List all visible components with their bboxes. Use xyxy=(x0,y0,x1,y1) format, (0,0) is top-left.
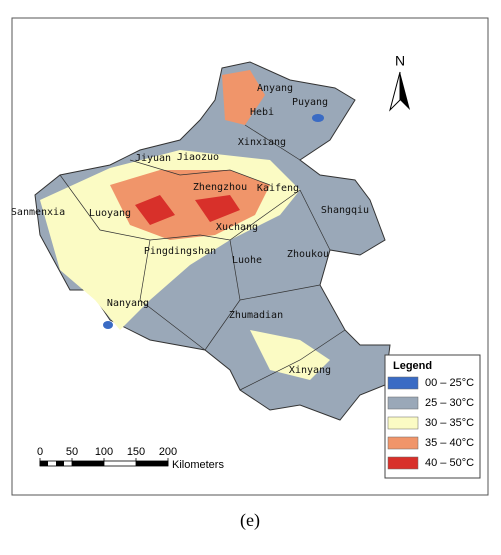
legend-swatch xyxy=(387,456,419,470)
city-label: Hebi xyxy=(250,107,274,118)
legend: Legend 00 – 25°C 25 – 30°C 30 – 35°C 35 – 4… xyxy=(384,354,481,479)
legend-label: 25 – 30°C xyxy=(425,397,474,409)
scale-segment xyxy=(40,461,48,466)
legend-swatch xyxy=(387,376,419,390)
scale-segment xyxy=(72,461,104,466)
scale-tick-label: 100 xyxy=(95,446,113,458)
scale-tick-label: 50 xyxy=(66,446,78,458)
legend-label: 35 – 40°C xyxy=(425,437,474,449)
legend-title: Legend xyxy=(393,360,432,372)
north-label: N xyxy=(395,53,405,69)
city-label: Zhumadian xyxy=(229,310,283,321)
caption: (e) xyxy=(240,510,260,531)
city-label: Shangqiu xyxy=(321,205,369,216)
scale-segment xyxy=(56,461,64,466)
north-arrow: N xyxy=(389,53,410,112)
city-label: Xinxiang xyxy=(238,137,286,148)
scale-bar: Kilometers 0 50 100 150 200 xyxy=(37,446,225,471)
city-label: Luoyang xyxy=(89,208,131,219)
city-label: Kaifeng xyxy=(257,183,299,194)
scale-unit: Kilometers xyxy=(172,459,224,471)
cool-area xyxy=(103,321,113,329)
city-label: Jiyuan xyxy=(135,153,171,164)
city-labels: Anyang Puyang Hebi Xinxiang Jiyuan Jiaozuo Zhe… xyxy=(11,83,369,376)
scale-tick-label: 0 xyxy=(37,446,43,458)
legend-items: 00 – 25°C 25 – 30°C 30 – 35°C 35 – 40°C 40 –… xyxy=(387,376,474,470)
city-label: Xinyang xyxy=(289,365,331,376)
very-hot-area xyxy=(135,195,175,225)
legend-swatch xyxy=(387,416,419,430)
city-label: Puyang xyxy=(292,97,328,108)
legend-swatch xyxy=(387,396,419,410)
hot-area xyxy=(222,70,265,125)
city-label: Jiaozuo xyxy=(177,152,219,163)
city-label: Luohe xyxy=(232,255,262,266)
city-label: Pingdingshan xyxy=(144,246,216,257)
city-label: Sanmenxia xyxy=(11,207,65,218)
legend-label: 40 – 50°C xyxy=(425,457,474,469)
legend-swatch xyxy=(387,436,419,450)
legend-label: 30 – 35°C xyxy=(425,417,474,429)
scale-segment xyxy=(136,461,168,466)
cool-area xyxy=(312,114,324,122)
legend-label: 00 – 25°C xyxy=(425,377,474,389)
province-map xyxy=(34,61,391,421)
borders xyxy=(59,124,346,391)
city-label: Nanyang xyxy=(107,298,149,309)
city-label: Zhengzhou xyxy=(193,182,247,193)
city-label: Anyang xyxy=(257,83,293,94)
arrow-half xyxy=(389,71,401,112)
city-label: Xuchang xyxy=(216,222,258,233)
very-hot-area xyxy=(195,195,240,222)
city-label: Zhoukou xyxy=(287,249,329,260)
arrow-half xyxy=(400,72,410,110)
warm-area xyxy=(250,330,330,380)
scale-tick-label: 200 xyxy=(159,446,177,458)
scale-tick-label: 150 xyxy=(127,446,145,458)
